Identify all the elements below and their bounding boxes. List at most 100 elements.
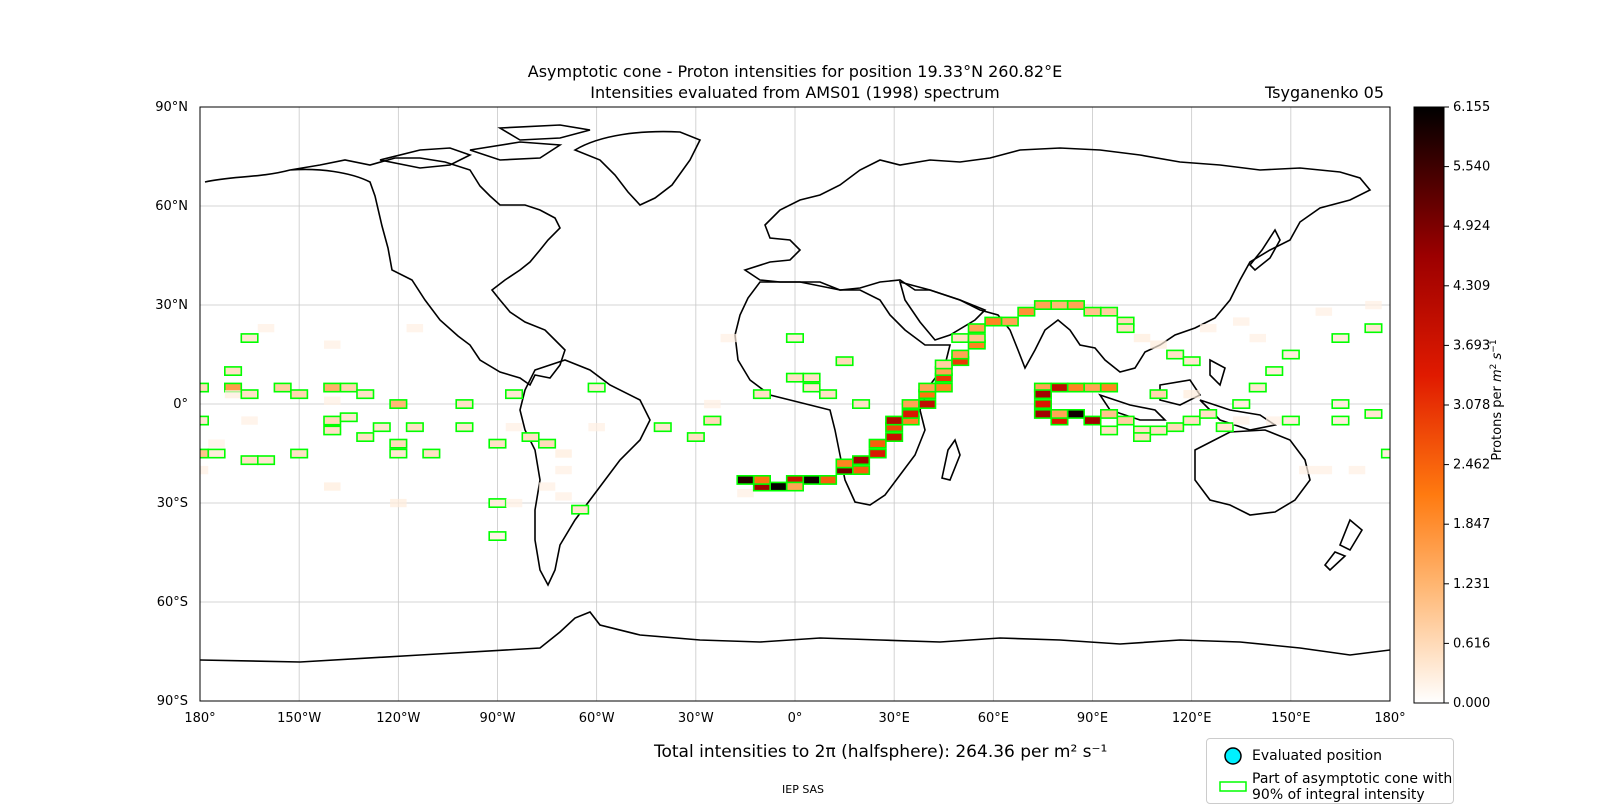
intensity-cell — [851, 465, 871, 475]
intensity-cell — [1066, 408, 1085, 419]
intensity-cell — [240, 455, 259, 466]
intensity-cell — [372, 422, 391, 433]
legend-label-position: Evaluated position — [1252, 748, 1382, 764]
intensity-cell — [752, 389, 772, 400]
intensity-cell — [967, 333, 986, 343]
intensity-cell — [1066, 382, 1085, 393]
intensity-cell — [901, 399, 920, 409]
intensity-cell — [324, 340, 341, 349]
intensity-cell — [1215, 422, 1234, 433]
lat-tick-label: 90°S — [157, 694, 188, 709]
colorbar-tick-label: 4.309 — [1453, 279, 1490, 294]
lon-tick-label: 30°W — [678, 711, 714, 726]
intensity-cell — [1248, 382, 1267, 393]
intensity-cell — [422, 448, 441, 459]
colorbar-ticks: 6.155 5.540 4.924 4.309 3.693 3.078 2.462 1.847… — [1444, 100, 1490, 711]
intensity-cell — [769, 481, 788, 492]
intensity-cell — [802, 474, 821, 485]
colorbar-tick-label: 3.078 — [1453, 398, 1490, 413]
intensity-cell — [488, 531, 507, 542]
colorbar-label: Protons per m2 s−1 — [1488, 339, 1506, 461]
intensity-cell — [405, 422, 424, 433]
lat-tick-label: 60°N — [155, 199, 188, 214]
lat-tick-label: 30°S — [157, 496, 188, 511]
intensity-cell — [240, 389, 259, 400]
intensity-cell — [1116, 415, 1135, 426]
intensity-cell — [538, 482, 556, 491]
lon-tick-label: 90°W — [480, 711, 516, 726]
intensity-cell — [818, 389, 838, 400]
position-marker-icon — [1224, 747, 1242, 765]
lon-tick-label: 120°E — [1172, 711, 1212, 726]
intensity-cell — [1000, 316, 1019, 327]
intensity-cell — [1281, 415, 1300, 426]
intensity-cell — [1166, 349, 1185, 360]
intensity-cell — [1266, 416, 1283, 425]
intensity-cell — [1315, 465, 1333, 475]
intensity-cell — [785, 333, 805, 343]
intensity-cell — [1182, 415, 1201, 426]
intensity-cell — [555, 465, 572, 475]
intensity-cell — [1050, 300, 1069, 310]
intensity-cell — [1299, 465, 1316, 475]
intensity-cell — [1365, 300, 1382, 310]
intensity-cell — [1100, 425, 1119, 436]
lat-tick-label: 90°N — [155, 100, 188, 115]
intensity-cell — [835, 458, 854, 469]
intensity-cell — [967, 323, 986, 334]
intensity-cell — [1315, 307, 1333, 316]
intensity-cell — [1149, 425, 1168, 436]
total-intensity-text: Total intensities to 2π (halfsphere): 26… — [654, 742, 1108, 762]
intensity-cell — [323, 425, 342, 436]
intensity-cell — [1233, 416, 1250, 425]
intensity-cell — [455, 422, 474, 433]
intensity-cell — [737, 489, 754, 498]
intensity-cell — [1083, 306, 1102, 317]
intensity-cell — [1281, 349, 1300, 360]
intensity-cell — [885, 415, 904, 426]
intensity-cell — [1100, 306, 1119, 317]
intensity-cell — [207, 448, 226, 459]
intensity-cell — [241, 416, 258, 425]
intensity-cell — [1182, 356, 1201, 367]
intensity-cell — [273, 382, 292, 393]
lon-tick-label: 180° — [184, 711, 215, 726]
legend-label-cone-line2: 90% of integral intensity — [1252, 787, 1425, 803]
intensity-cell — [324, 396, 341, 405]
map-frame — [199, 106, 1391, 702]
intensity-cell — [290, 448, 309, 459]
intensity-cell — [455, 399, 474, 409]
intensity-cell — [390, 498, 407, 508]
intensity-cell — [885, 432, 904, 442]
colorbar — [1413, 106, 1445, 704]
intensity-cell — [1199, 408, 1218, 419]
intensity-cell — [1348, 465, 1366, 475]
intensity-cell — [818, 474, 838, 485]
intensity-cell — [257, 324, 275, 333]
intensity-cell — [1364, 323, 1383, 334]
lon-tick-label: 60°E — [978, 711, 1009, 726]
intensity-cell — [1017, 306, 1036, 317]
intensity-cell — [835, 356, 854, 367]
intensity-cell — [1133, 432, 1152, 442]
intensity-cell — [1033, 389, 1052, 400]
intensity-cell — [851, 399, 871, 409]
intensity-cell — [323, 415, 342, 426]
intensity-cell — [488, 438, 507, 449]
footer-label: IEP SAS — [782, 783, 825, 796]
intensity-cell — [1331, 415, 1350, 426]
intensity-cell — [653, 422, 672, 433]
intensity-cell — [339, 412, 358, 423]
lon-tick-label: 120°W — [376, 711, 420, 726]
intensity-cell — [720, 333, 738, 343]
intensity-cell — [1183, 390, 1200, 399]
intensity-cell — [901, 408, 920, 419]
intensity-cell — [1100, 382, 1119, 393]
lat-tick-label: 0° — [173, 397, 188, 412]
plot-title: Asymptotic cone - Proton intensities for… — [527, 62, 1063, 81]
colorbar-tick-label: 1.231 — [1453, 577, 1490, 592]
intensity-cell — [1050, 382, 1069, 393]
intensity-cell — [1265, 366, 1284, 376]
intensity-cell — [1249, 333, 1266, 343]
